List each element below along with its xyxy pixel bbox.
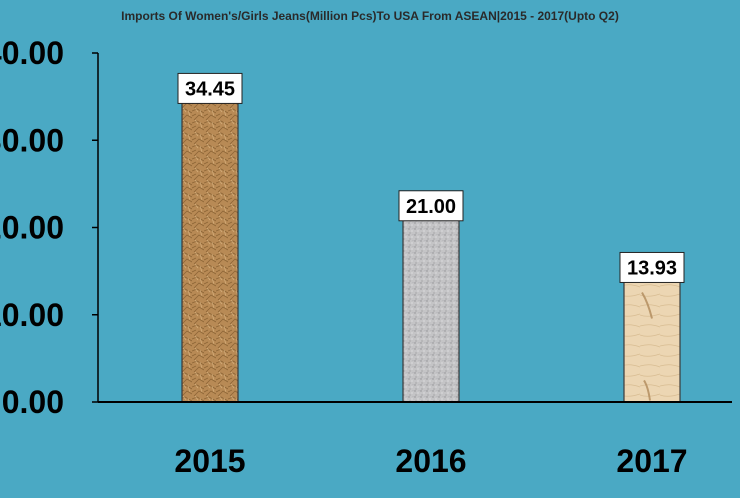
- bar-texture-decoration: [641, 291, 653, 401]
- bar-2017: [623, 279, 681, 403]
- y-axis-ticks: 0.00 10.00 20.00 30.00 40.00: [0, 35, 98, 420]
- data-label-box: [619, 251, 685, 283]
- y-tick-label: 30.00: [0, 122, 64, 158]
- data-labels: 34.45 21.00 13.93: [177, 72, 685, 283]
- y-tick-label: 10.00: [0, 297, 64, 333]
- bars: [181, 100, 681, 403]
- x-tick-label: 2017: [616, 443, 687, 479]
- data-label: 21.00: [406, 196, 456, 218]
- x-tick-label: 2015: [174, 443, 245, 479]
- data-label: 34.45: [185, 78, 235, 100]
- x-tick-label: 2016: [395, 443, 466, 479]
- bar-2016: [402, 218, 460, 403]
- y-tick-label: 20.00: [0, 210, 64, 246]
- x-axis-ticks: 2015 2016 2017: [174, 443, 687, 479]
- data-label-box: [177, 72, 243, 104]
- bar-2015: [181, 100, 239, 403]
- data-label: 13.93: [627, 257, 677, 279]
- chart-title: Imports Of Women's/Girls Jeans(Million P…: [121, 9, 619, 23]
- y-tick-label: 0.00: [2, 384, 64, 420]
- y-tick-label: 40.00: [0, 35, 64, 71]
- data-label-box: [398, 190, 464, 222]
